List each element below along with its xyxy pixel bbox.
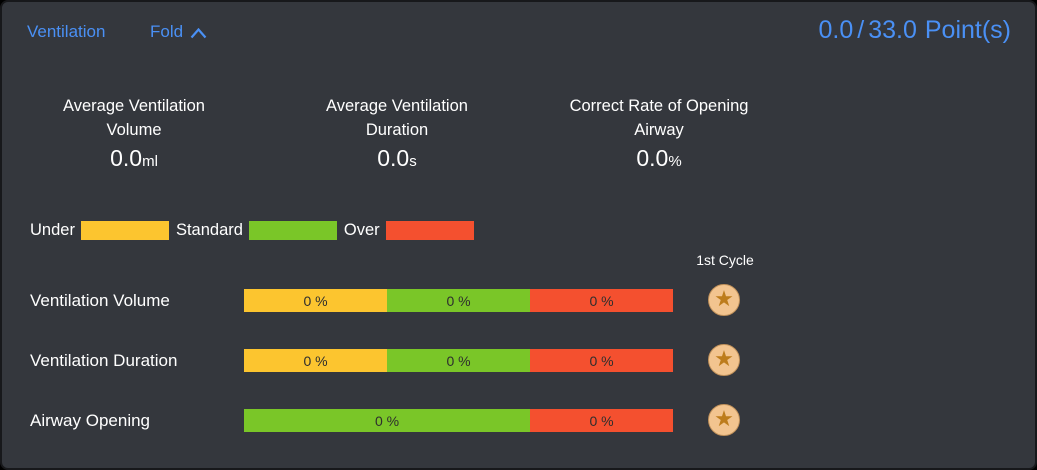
stat-title-line2: Volume	[106, 121, 162, 139]
bar-segment-standard: 0 %	[387, 349, 530, 372]
bar-segment-under: 0 %	[244, 349, 387, 372]
bar-segment-value: 0 %	[446, 292, 471, 309]
stat-correct-rate-opening-airway: Correct Rate of Opening Airway 0.0%	[529, 94, 789, 176]
stat-title-line1: Average Ventilation	[63, 97, 205, 115]
bar-segment-standard: 0 %	[244, 409, 530, 432]
star-icon: ★	[714, 286, 734, 311]
score-earned: 0.0	[818, 16, 854, 44]
bar-segment-under: 0 %	[244, 289, 387, 312]
bar-segment-value: 0 %	[589, 412, 614, 429]
bar-segment-value: 0 %	[303, 352, 328, 369]
bar-segment-value: 0 %	[589, 292, 614, 309]
chevron-up-icon	[190, 26, 207, 39]
cycle-star-badge: ★	[708, 404, 740, 436]
stat-title-line1: Average Ventilation	[326, 97, 468, 115]
bar-segment-value: 0 %	[303, 292, 328, 309]
legend: Under Standard Over	[30, 221, 481, 240]
star-icon: ★	[714, 406, 734, 431]
fold-label: Fold	[150, 22, 184, 41]
bar-segment-standard: 0 %	[387, 289, 530, 312]
bar-segment-over: 0 %	[530, 409, 673, 432]
bar-segment-value: 0 %	[446, 352, 471, 369]
legend-label-under: Under	[30, 221, 75, 239]
legend-swatch-under	[80, 221, 169, 240]
stat-value: 0.0	[110, 145, 143, 171]
legend-swatch-standard	[248, 221, 337, 240]
bar-segment-value: 0 %	[589, 352, 614, 369]
bar-segment-over: 0 %	[530, 289, 673, 312]
stat-value: 0.0	[377, 145, 410, 171]
score-total: 33.0	[868, 16, 917, 44]
stat-average-ventilation-volume: Average Ventilation Volume 0.0ml	[24, 94, 244, 176]
bar-airway-opening: 0 % 0 %	[244, 409, 673, 432]
stat-title-line1: Correct Rate of Opening	[569, 97, 749, 115]
score-display: 0.0 / 33.0 Point(s)	[818, 16, 1011, 45]
stat-value: 0.0	[636, 145, 669, 171]
fold-button[interactable]: Fold	[150, 22, 207, 42]
bar-segment-over: 0 %	[530, 349, 673, 372]
legend-label-over: Over	[343, 221, 380, 239]
stat-title-line2: Duration	[365, 121, 429, 139]
stat-unit: %	[668, 153, 682, 170]
stat-unit: s	[409, 153, 417, 170]
row-label-ventilation-volume: Ventilation Volume	[30, 291, 170, 310]
stat-unit: ml	[142, 153, 158, 170]
cycle-star-badge: ★	[708, 284, 740, 316]
row-label-airway-opening: Airway Opening	[30, 411, 151, 430]
panel-title: Ventilation	[27, 22, 106, 41]
legend-label-standard: Standard	[175, 221, 243, 239]
bar-ventilation-volume: 0 % 0 % 0 %	[244, 289, 673, 312]
star-icon: ★	[714, 346, 734, 371]
legend-swatch-over	[385, 221, 474, 240]
row-label-ventilation-duration: Ventilation Duration	[30, 351, 178, 370]
stat-average-ventilation-duration: Average Ventilation Duration 0.0s	[287, 94, 507, 176]
cycle-star-badge: ★	[708, 344, 740, 376]
cycle-column-header: 1st Cycle	[696, 252, 754, 268]
bar-segment-value: 0 %	[374, 412, 400, 429]
score-separator: /	[857, 16, 865, 44]
stat-title-line2: Airway	[634, 121, 684, 139]
bar-ventilation-duration: 0 % 0 % 0 %	[244, 349, 673, 372]
score-unit: Point(s)	[924, 16, 1011, 44]
